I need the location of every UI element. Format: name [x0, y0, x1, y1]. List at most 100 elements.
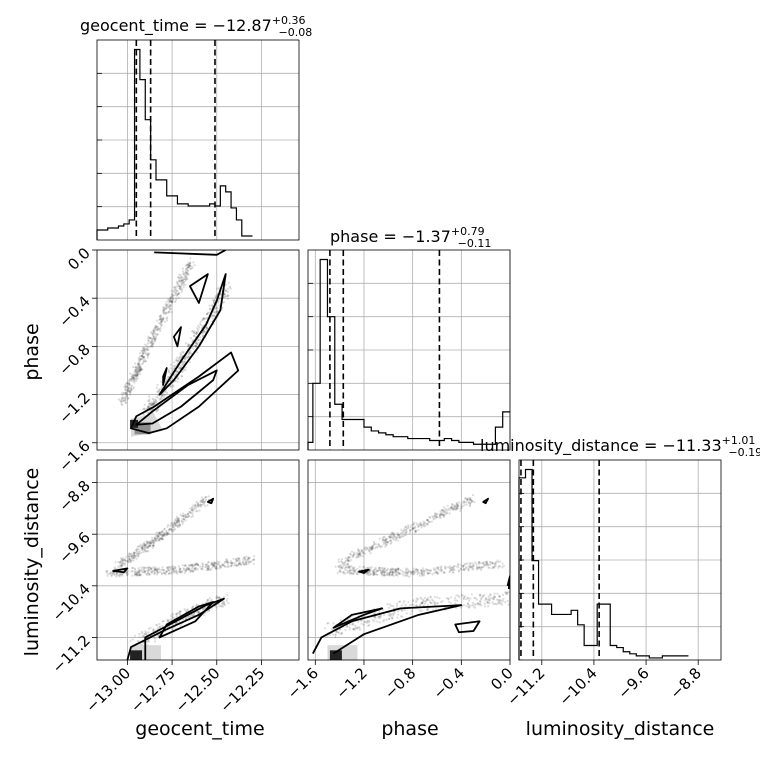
sample-point: [134, 570, 137, 573]
sample-point: [143, 343, 147, 346]
sample-point: [353, 570, 356, 573]
sample-point: [180, 282, 183, 285]
sample-point: [452, 507, 455, 510]
sample-point: [127, 390, 130, 393]
sample-point: [243, 563, 246, 566]
sample-point: [162, 534, 166, 537]
sample-point: [355, 556, 358, 559]
sample-point: [371, 547, 374, 550]
sample-point: [159, 327, 162, 330]
sample-point: [194, 567, 197, 570]
histogram-geocent_time: [96, 48, 253, 240]
sample-point: [141, 548, 144, 551]
sample-point: [362, 565, 365, 569]
sample-point: [426, 519, 430, 522]
sample-point: [145, 540, 148, 543]
sample-point: [493, 565, 496, 568]
sample-point: [457, 566, 460, 569]
sample-point: [176, 519, 179, 522]
sample-point: [181, 564, 184, 567]
sample-point: [213, 299, 216, 302]
sample-point: [150, 344, 153, 347]
sample-point: [168, 300, 171, 303]
sample-point: [348, 571, 351, 575]
sample-point: [357, 553, 360, 556]
sample-point: [132, 387, 135, 390]
sample-point: [118, 575, 121, 578]
sample-point: [451, 502, 454, 506]
sample-point: [422, 574, 426, 577]
ytick-label: −11.2: [49, 632, 94, 677]
sample-point: [188, 264, 191, 267]
sample-point: [195, 344, 198, 347]
sample-point: [243, 556, 246, 559]
sample-point: [410, 603, 413, 606]
sample-point: [342, 571, 345, 574]
sample-point: [132, 376, 136, 380]
sample-point: [462, 564, 465, 568]
xtick-label: −13.00: [82, 664, 134, 716]
sample-point: [156, 333, 159, 336]
sample-point: [186, 263, 189, 266]
sample-point: [159, 537, 162, 540]
sample-point: [158, 315, 161, 318]
sample-point: [225, 599, 228, 603]
sample-point: [186, 516, 189, 519]
sample-point: [174, 524, 177, 527]
sample-point: [174, 518, 177, 522]
sample-point: [432, 516, 435, 519]
sample-point: [143, 347, 147, 350]
sample-point: [133, 556, 136, 559]
sample-point: [498, 599, 501, 602]
sample-point: [156, 383, 159, 387]
sample-point: [198, 509, 201, 512]
sample-point: [416, 568, 419, 571]
sample-point: [245, 561, 248, 564]
sample-point: [419, 521, 422, 524]
sample-point: [419, 603, 422, 606]
sample-point: [206, 312, 209, 315]
sample-point: [440, 514, 443, 517]
sample-point: [132, 377, 135, 380]
sample-point: [153, 337, 156, 340]
sample-point: [217, 595, 220, 599]
sample-point: [154, 336, 157, 339]
sample-point: [152, 332, 155, 336]
sample-point: [415, 597, 418, 600]
sample-point: [463, 595, 466, 598]
sample-point: [393, 568, 396, 571]
sample-point: [504, 601, 507, 604]
sample-point: [203, 331, 206, 334]
sample-point: [172, 525, 175, 529]
sample-point: [230, 564, 233, 567]
sample-point: [127, 386, 130, 389]
sample-point: [164, 311, 167, 314]
sample-point: [151, 333, 154, 336]
sample-point: [154, 339, 157, 342]
sample-point: [174, 519, 178, 523]
sample-point: [404, 525, 407, 529]
sample-point: [501, 562, 504, 565]
sample-point: [199, 499, 202, 502]
sample-point: [179, 610, 182, 613]
sample-point: [466, 596, 469, 599]
sample-point: [131, 374, 134, 377]
sample-point: [426, 604, 429, 607]
sample-point: [205, 498, 208, 502]
frame-2d: [307, 459, 511, 661]
sample-point: [381, 574, 384, 577]
sample-point: [351, 622, 355, 625]
sample-point: [235, 558, 238, 561]
sample-point: [143, 571, 146, 574]
sample-point: [244, 558, 247, 562]
sample-point: [152, 570, 155, 573]
sample-point: [141, 546, 145, 549]
sample-point: [435, 602, 438, 605]
sample-point: [202, 498, 205, 501]
sample-point: [487, 563, 490, 566]
sample-point: [136, 367, 139, 370]
sample-point: [227, 564, 230, 567]
contour-mid: [135, 369, 218, 426]
sample-point: [176, 370, 179, 374]
sample-point: [161, 394, 164, 397]
